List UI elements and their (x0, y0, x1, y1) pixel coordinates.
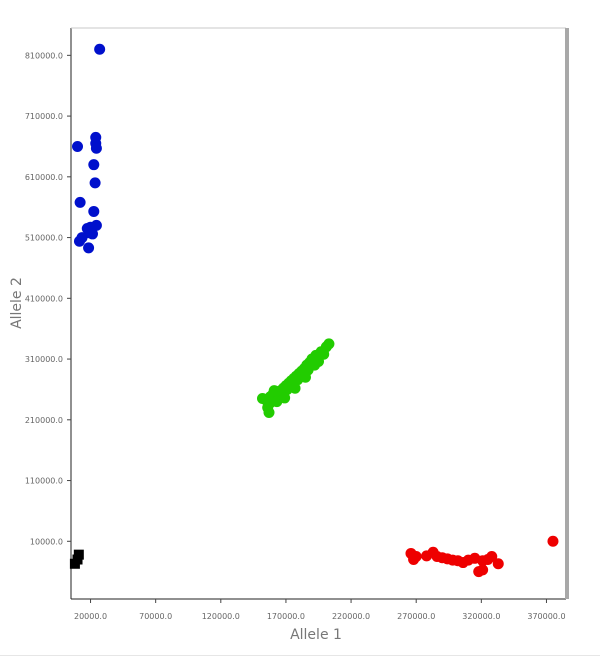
data-point (86, 228, 98, 240)
data-points (69, 43, 559, 578)
data-point (547, 535, 559, 547)
data-point (73, 235, 85, 247)
x-tick-label: 320000.0 (462, 612, 500, 621)
y-tick-label: 110000.0 (25, 477, 63, 486)
x-tick-label: 120000.0 (202, 612, 240, 621)
data-point (492, 558, 504, 570)
data-point (90, 142, 102, 154)
data-point (72, 140, 84, 152)
y-tick-label: 410000.0 (25, 294, 63, 303)
series-1 (256, 338, 335, 419)
data-point (72, 554, 83, 565)
data-point (323, 338, 335, 350)
data-point (94, 43, 106, 55)
x-tick-label: 20000.0 (74, 612, 107, 621)
x-tick-label: 270000.0 (397, 612, 435, 621)
data-point (88, 159, 100, 171)
y-tick-label: 810000.0 (25, 51, 63, 60)
data-point (83, 242, 95, 254)
plot-border-right (565, 28, 569, 599)
data-point (279, 392, 291, 404)
y-tick-label: 210000.0 (25, 416, 63, 425)
data-point (289, 382, 301, 394)
series-2 (405, 535, 559, 578)
data-point (74, 196, 86, 208)
page-divider (0, 655, 600, 656)
y-tick-label: 310000.0 (25, 355, 63, 364)
x-tick-label: 70000.0 (139, 612, 172, 621)
data-point (318, 348, 330, 360)
data-point (299, 371, 311, 383)
data-point (477, 564, 489, 576)
data-point (410, 550, 422, 562)
y-tick-label: 10000.0 (30, 537, 63, 546)
x-axis-ticks: 20000.0 70000.0 120000.0 170000.0 220000.0 27… (74, 599, 566, 621)
data-point (486, 550, 498, 562)
x-axis-title: Allele 1 (290, 627, 342, 643)
series-3 (69, 549, 84, 569)
y-tick-label: 510000.0 (25, 234, 63, 243)
data-point (88, 205, 100, 217)
data-point (263, 407, 275, 419)
y-tick-label: 710000.0 (25, 112, 63, 121)
x-tick-label: 370000.0 (527, 612, 565, 621)
data-point (89, 177, 101, 189)
x-tick-label: 220000.0 (332, 612, 370, 621)
y-tick-label: 610000.0 (25, 173, 63, 182)
series-0 (72, 43, 106, 254)
y-axis-title: Allele 2 (9, 277, 25, 329)
x-tick-label: 170000.0 (267, 612, 305, 621)
y-axis-ticks: 10000.0 110000.0 210000.0 310000.0 410000.0 5… (25, 51, 71, 546)
plot-frame (70, 27, 569, 600)
